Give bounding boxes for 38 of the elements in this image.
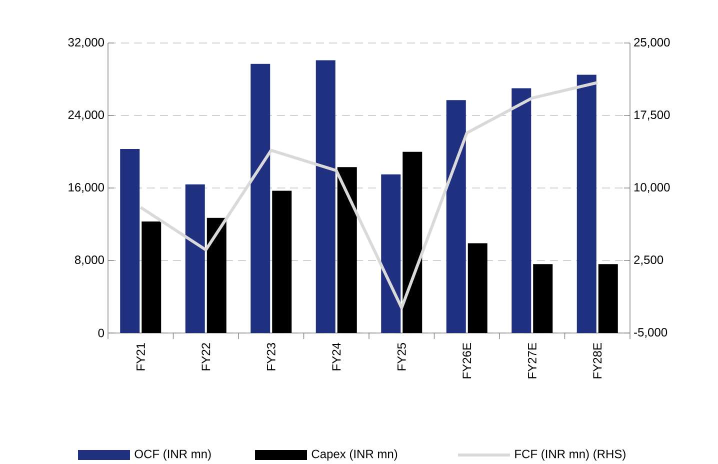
bar (533, 264, 553, 333)
y-tick-label: 32,000 (68, 38, 104, 48)
bar (381, 174, 401, 333)
bar (446, 100, 466, 333)
legend-label: FCF (INR mn) (RHS) (515, 449, 626, 461)
y-tick-label: 8,000 (74, 256, 104, 266)
y-tick-label: 0 (98, 328, 104, 338)
x-tick-label: FY22 (202, 343, 210, 370)
bar (120, 149, 140, 333)
x-tick-label: FY28E (593, 343, 602, 378)
bar (337, 167, 357, 333)
bar (468, 243, 488, 333)
bar (316, 60, 336, 333)
y2-tick-label: -5,000 (634, 328, 668, 338)
y2-tick-label: 25,000 (634, 38, 670, 48)
x-tick-label: FY26E (462, 343, 472, 378)
x-tick-label: FY27E (528, 343, 536, 378)
legend-label: Capex (INR mn) (312, 449, 398, 461)
x-tick-label: FY21 (136, 343, 145, 370)
bar (598, 264, 618, 333)
y-tick-label: 24,000 (68, 110, 104, 120)
bar (512, 88, 532, 333)
y2-tick-label: 10,000 (634, 183, 670, 193)
line-series (139, 81, 599, 310)
bar (402, 152, 422, 333)
x-tick-label: FY23 (266, 343, 276, 370)
legend-label: OCF (INR mn) (134, 449, 211, 461)
y2-tick-label: 17,500 (634, 110, 670, 120)
bar (142, 222, 162, 333)
bar (206, 218, 226, 333)
bar (185, 184, 205, 333)
x-tick-label: FY24 (332, 342, 341, 370)
bar (576, 74, 596, 333)
x-tick-label: FY25 (397, 343, 406, 370)
y-tick-label: 16,000 (68, 183, 104, 193)
y2-tick-label: 2,500 (634, 256, 664, 266)
bar (250, 64, 270, 333)
bar (272, 190, 292, 333)
